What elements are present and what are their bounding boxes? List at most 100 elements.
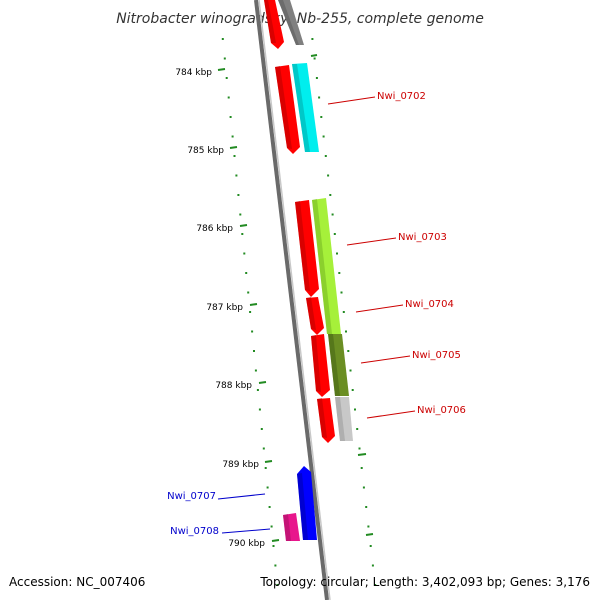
- gene-nwi-0706-cds[interactable]: [317, 398, 335, 443]
- ruler-dot-inner: [233, 155, 236, 157]
- outer-tick-b: [357, 453, 367, 456]
- ruler-dot-outer: [333, 233, 336, 235]
- ruler-dot-inner: [225, 77, 228, 79]
- ruler-dot-inner: [231, 135, 234, 138]
- ruler-dot-inner: [247, 291, 250, 294]
- ruler-dot-outer: [345, 330, 347, 333]
- tick-label-786: 786 kbp: [196, 224, 233, 234]
- ruler-dot-inner: [253, 350, 255, 352]
- ruler-dot-inner: [249, 311, 252, 313]
- tick-788: [258, 381, 267, 384]
- gene-nwi-0703-feature[interactable]: [312, 198, 341, 334]
- leader-nwi-0707: [217, 493, 266, 500]
- label-nwi-0708[interactable]: Nwi_0708: [170, 526, 219, 537]
- outer-tick-c: [365, 533, 374, 536]
- ruler-dot-inner: [245, 272, 248, 274]
- ruler-dot-inner: [264, 467, 267, 469]
- gene-nwi-0708[interactable]: [283, 513, 300, 541]
- ruler-dot-inner: [276, 584, 279, 586]
- label-nwi-0702[interactable]: Nwi_0702: [377, 91, 426, 102]
- gene-nwi-0705-feature[interactable]: [328, 334, 349, 396]
- ruler-dot-inner: [241, 233, 244, 235]
- ruler-dot-inner: [260, 428, 263, 430]
- ruler-dot-outer: [360, 467, 363, 469]
- ruler-dot-inner: [229, 116, 232, 118]
- ruler-dot-outer: [356, 428, 359, 430]
- gene-nwi-0706-feature[interactable]: [335, 397, 353, 441]
- ruler-dot-inner: [237, 194, 240, 196]
- ruler-dot-inner: [251, 330, 254, 333]
- ruler-dot-outer: [362, 486, 365, 489]
- leader-nwi-0704: [355, 304, 404, 313]
- label-nwi-0706[interactable]: Nwi_0706: [417, 405, 466, 416]
- ruler-dot-inner: [270, 525, 273, 528]
- ruler-dot-outer: [331, 213, 334, 216]
- ruler-dot-outer: [320, 116, 323, 118]
- gene-labels: Nwi_0702 Nwi_0703 Nwi_0704 Nwi_0705 Nwi_…: [167, 91, 466, 537]
- tick-label-788: 788 kbp: [215, 381, 252, 391]
- ruler-dot-inner: [235, 174, 238, 177]
- label-nwi-0705[interactable]: Nwi_0705: [412, 350, 461, 361]
- tick-787: [249, 303, 258, 306]
- ruler-dot-outer: [329, 194, 332, 196]
- ruler-dot-outer: [367, 525, 370, 528]
- gene-nwi-0704-cds[interactable]: [306, 297, 324, 335]
- label-leaders: [217, 96, 416, 534]
- ruler-dot-inner: [221, 38, 224, 40]
- gene-nwi-0703-cds[interactable]: [295, 200, 319, 297]
- leader-nwi-0705: [360, 355, 411, 364]
- ruler-dot-inner: [254, 369, 257, 372]
- tick-label-787: 787 kbp: [206, 303, 243, 313]
- ruler-dot-inner: [262, 447, 265, 450]
- ruler-dot-outer: [336, 252, 338, 255]
- ruler-dot-outer: [313, 57, 316, 60]
- ruler-dot-inner: [239, 213, 242, 216]
- ruler-dot-inner: [274, 564, 277, 567]
- gene-top-partial-gray[interactable]: [278, 0, 304, 45]
- genome-backbone: [254, 0, 331, 600]
- ruler-dot-outer: [371, 564, 374, 567]
- ruler-dot-outer: [327, 174, 330, 177]
- ruler-dot-inner: [258, 408, 261, 411]
- leader-nwi-0706: [366, 410, 416, 419]
- gene-nwi-0702-feature[interactable]: [292, 63, 319, 152]
- tick-786: [239, 224, 248, 227]
- ruler-dot-outer: [358, 447, 361, 450]
- accession-text: Accession: NC_007406: [9, 575, 145, 589]
- ruler-dot-outer: [322, 135, 325, 138]
- ruler-dot-outer: [374, 584, 377, 586]
- ruler-dot-inner: [256, 389, 259, 391]
- label-nwi-0703[interactable]: Nwi_0703: [398, 232, 447, 243]
- gene-nwi-0705-cds[interactable]: [311, 334, 330, 397]
- gene-nwi-0702-cds[interactable]: [275, 65, 300, 154]
- ruler-dots: [221, 38, 377, 586]
- ruler-dot-outer: [315, 77, 318, 79]
- ruler-dot-outer: [349, 369, 352, 372]
- tick-785: [229, 146, 238, 149]
- leader-nwi-0708: [221, 528, 271, 534]
- tick-label-785: 785 kbp: [187, 146, 224, 156]
- tick-label-790: 790 kbp: [228, 539, 265, 549]
- outer-tick-a: [310, 54, 318, 57]
- tick-784: [217, 68, 226, 71]
- ruler-dot-inner: [266, 486, 269, 489]
- gene-nwi-0707[interactable]: [297, 466, 317, 540]
- ruler-dot-outer: [365, 506, 368, 508]
- label-nwi-0704[interactable]: Nwi_0704: [405, 299, 454, 310]
- leader-nwi-0702: [327, 96, 376, 105]
- ruler-dot-inner: [272, 545, 275, 547]
- ruler-dot-outer: [338, 272, 341, 274]
- ruler-dot-outer: [342, 311, 345, 313]
- ruler-dot-inner: [243, 252, 246, 255]
- genome-summary-text: Topology: circular; Length: 3,402,093 bp…: [259, 575, 590, 589]
- ruler-dot-inner: [223, 57, 226, 60]
- label-nwi-0707[interactable]: Nwi_0707: [167, 491, 216, 502]
- ruler-dot-outer: [318, 96, 321, 99]
- ruler-dot-inner: [268, 506, 271, 508]
- map-title: Nitrobacter winogradskyi Nb-255, complet…: [116, 11, 484, 27]
- ruler-dot-outer: [340, 291, 343, 294]
- ruler-dot-outer: [347, 350, 350, 352]
- gene-top-partial-red[interactable]: [264, 0, 284, 49]
- ruler-dot-outer: [369, 545, 372, 547]
